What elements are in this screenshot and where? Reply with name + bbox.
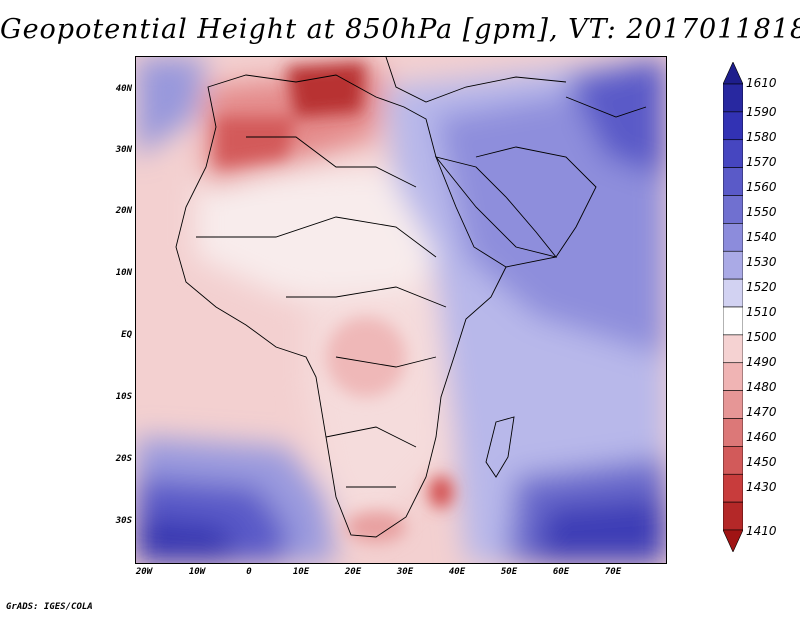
map-title: Geopotential Height at 850hPa [gpm], VT:…	[0, 14, 800, 45]
colorbar-swatch	[722, 362, 744, 391]
colorbar-swatches	[722, 61, 744, 553]
colorbar-level-label: 1510	[746, 305, 777, 319]
colorbar-level-label: 1550	[746, 205, 777, 219]
colorbar-level-label: 1590	[746, 105, 777, 119]
colorbar-swatch	[722, 390, 744, 419]
colorbar-level-label: 1470	[746, 405, 777, 419]
lat-label: 10S	[115, 392, 132, 402]
lon-label: 10W	[188, 567, 206, 577]
colorbar-level-label: 1430	[746, 480, 777, 494]
lon-label: 10E	[292, 567, 310, 577]
colorbar-level-label: 1570	[746, 155, 777, 169]
colorbar-level-label: 1540	[746, 230, 777, 244]
lat-label: 10N	[115, 268, 132, 278]
colorbar-level-label: 1490	[746, 355, 777, 369]
colorbar-level-label: 1500	[746, 330, 777, 344]
colorbar-swatch	[722, 473, 744, 503]
colorbar-level-label: 1580	[746, 130, 777, 144]
lat-label: 30S	[115, 516, 132, 526]
colorbar-swatch	[722, 167, 744, 196]
colorbar-swatch	[722, 111, 744, 141]
lon-label: 40E	[448, 567, 466, 577]
lon-label: 0	[246, 567, 252, 577]
lon-label: 50E	[500, 567, 518, 577]
lat-label: 20N	[115, 206, 132, 216]
grads-credit: GrADS: IGES/COLA	[6, 602, 93, 612]
colorbar-swatch	[722, 278, 744, 308]
lat-label: 20S	[115, 454, 132, 464]
colorbar-swatch	[722, 418, 744, 447]
colorbar-swatch	[722, 446, 744, 475]
colorbar-swatch	[722, 529, 744, 553]
colorbar-swatch	[722, 61, 744, 85]
lon-label: 20E	[344, 567, 362, 577]
colorbar-level-label: 1450	[746, 455, 777, 469]
lon-label: 20W	[135, 567, 153, 577]
lon-label: 70E	[604, 567, 622, 577]
colorbar-swatch	[722, 195, 744, 224]
lon-label: 30E	[396, 567, 414, 577]
colorbar-swatch	[722, 334, 744, 364]
lon-label: 60E	[552, 567, 570, 577]
colorbar	[722, 61, 744, 553]
lat-label: EQ	[121, 330, 132, 340]
colorbar-level-label: 1520	[746, 280, 777, 294]
colorbar-swatch	[722, 306, 744, 336]
geopotential-field-map	[136, 57, 666, 563]
colorbar-level-label: 1610	[746, 76, 777, 90]
colorbar-level-label: 1460	[746, 430, 777, 444]
colorbar-level-label: 1480	[746, 380, 777, 394]
colorbar-swatch	[722, 139, 744, 168]
colorbar-swatch	[722, 223, 744, 252]
colorbar-level-label: 1530	[746, 255, 777, 269]
lat-label: 40N	[115, 84, 132, 94]
colorbar-swatch	[722, 501, 744, 531]
lat-label: 30N	[115, 145, 132, 155]
colorbar-swatch	[722, 83, 744, 113]
map-plot-area	[135, 56, 667, 564]
colorbar-level-label: 1560	[746, 180, 777, 194]
colorbar-level-label: 1410	[746, 524, 777, 538]
colorbar-swatch	[722, 250, 744, 280]
